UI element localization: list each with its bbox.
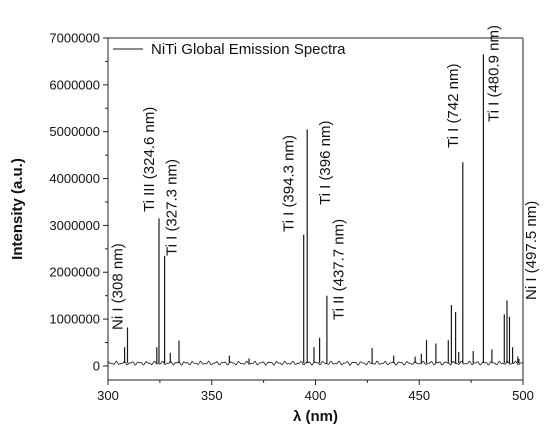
peak-annotation-label: Ti I (742 nm)	[445, 64, 462, 148]
plot-area	[107, 54, 524, 366]
spectrum-baseline	[107, 360, 524, 366]
y-tick-label: 1000000	[49, 312, 100, 327]
peak-annotation-label: Ti I (394.3 nm)	[281, 135, 298, 232]
peak-annotation-label: Ni I (497.5 nm)	[523, 201, 540, 300]
y-tick-label: 2000000	[49, 265, 100, 280]
peak-annotation-label: Ti I (396 nm)	[317, 121, 334, 205]
x-tick-label: 350	[201, 388, 223, 403]
legend-label: NiTi Global Emission Spectra	[151, 41, 346, 58]
y-tick-label: 6000000	[49, 77, 100, 92]
tick-labels: 300 350 400 450 500 0 1000000 2000000 3000000 400…	[49, 31, 533, 404]
legend: NiTi Global Emission Spectra	[113, 41, 346, 58]
peak-annotation-label: Ti III (324.6 nm)	[141, 107, 158, 212]
peak-annotation-label: Ti II (437.7 nm)	[331, 219, 348, 320]
y-tick-label: 4000000	[49, 171, 100, 186]
x-tick-label: 500	[512, 388, 534, 403]
x-tick-label: 300	[97, 388, 119, 403]
y-tick-label: 3000000	[49, 218, 100, 233]
peak-annotations: Ni I (308 nm) Ti III (324.6 nm) Ti I (327.…	[110, 25, 550, 362]
y-axis-title: Intensity (a.u.)	[9, 158, 26, 260]
axes	[103, 37, 524, 385]
peak-annotation-label: Ni I (498 nm)	[549, 275, 550, 362]
y-tick-label: 5000000	[49, 124, 100, 139]
peak-annotation-label: Ti I (327.3 nm)	[164, 159, 181, 256]
y-tick-label: 0	[93, 358, 100, 373]
y-tick-label: 7000000	[49, 31, 100, 46]
x-tick-label: 400	[305, 388, 327, 403]
peak-annotation-label: Ti I (480.9 nm)	[485, 25, 502, 122]
peak-annotation-label: Ni I (308 nm)	[110, 243, 127, 330]
x-tick-label: 450	[408, 388, 430, 403]
x-axis-title: λ (nm)	[293, 408, 338, 425]
